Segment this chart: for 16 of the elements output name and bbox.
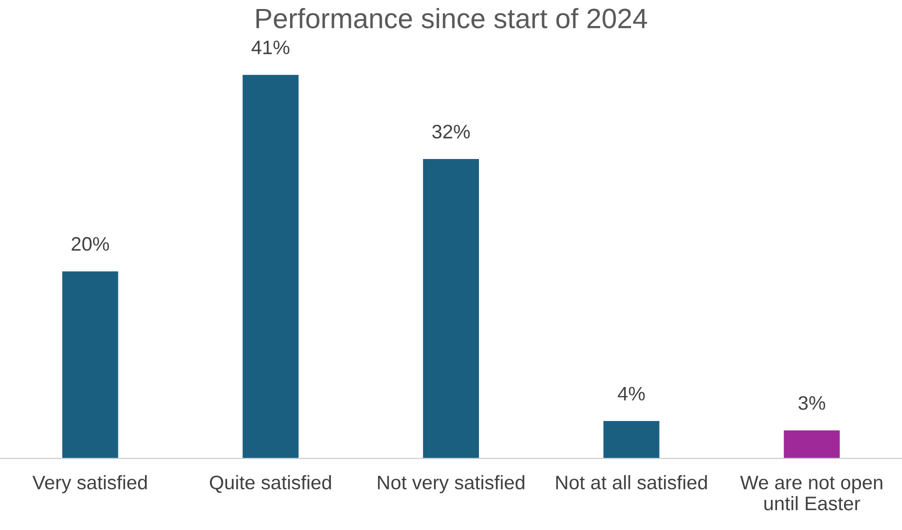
bar (784, 430, 840, 458)
bar (603, 421, 660, 458)
x-tick-label: Very satisfied (32, 475, 147, 494)
x-tick-label: Quite satisfied (210, 475, 331, 493)
bar (242, 74, 299, 458)
bar (423, 159, 479, 458)
data-label: 20% (72, 237, 109, 251)
data-label: 41% (252, 40, 290, 54)
data-label: 4% (618, 386, 645, 400)
x-tick-label: Not at all satisfied (556, 475, 707, 490)
x-tick-label: Not very satisfied (378, 475, 524, 494)
x-tick-label: We are not open until Easter (740, 476, 882, 510)
data-label: 32% (432, 124, 470, 139)
data-label: 3% (798, 396, 826, 410)
bar (62, 271, 118, 458)
chart-title: Performance since start of 2024 (256, 8, 648, 28)
